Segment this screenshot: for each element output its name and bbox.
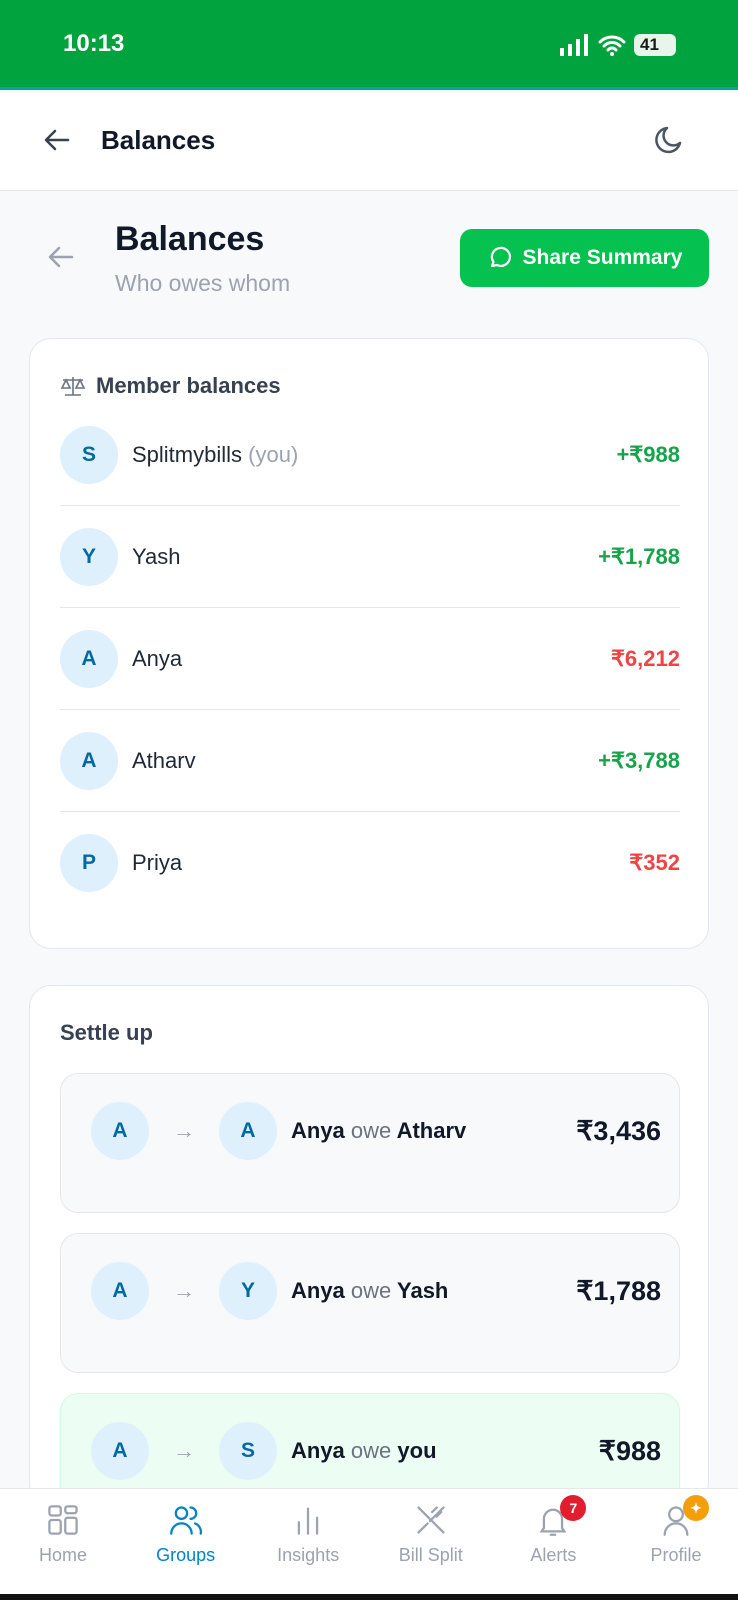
page-back-arrow-icon[interactable] xyxy=(46,242,76,272)
member-balances-heading: Member balances xyxy=(96,373,281,398)
avatar: P xyxy=(60,834,118,892)
member-balance: ₹352 xyxy=(629,850,680,875)
avatar: Y xyxy=(60,527,118,586)
member-balances-card: Member balances S Splitmybills (you) +₹9… xyxy=(29,338,709,949)
back-arrow-icon[interactable] xyxy=(42,125,72,155)
from-avatar: A xyxy=(91,1422,149,1480)
profile-icon xyxy=(663,1506,689,1536)
battery-level: 41 xyxy=(634,34,676,56)
nav-label: Insights xyxy=(277,1545,340,1565)
to-avatar: S xyxy=(219,1422,277,1480)
nav-profile[interactable]: ✦ Profile xyxy=(621,1495,731,1566)
member-balance: +₹988 xyxy=(616,441,680,467)
alerts-icon xyxy=(539,1508,567,1536)
member-name: Atharv xyxy=(132,747,196,773)
home-icon xyxy=(48,1505,78,1535)
nav-label: Profile xyxy=(650,1545,702,1565)
nav-insights[interactable]: Insights xyxy=(253,1503,363,1566)
nav-alerts[interactable]: 7 Alerts xyxy=(498,1495,608,1566)
home-indicator xyxy=(0,1594,738,1600)
member-name: Splitmybills (you) xyxy=(132,441,299,467)
settlement-item[interactable]: A → Y Anya owe Yash ₹1,788 xyxy=(60,1233,680,1373)
scale-icon xyxy=(60,377,86,396)
wifi-icon xyxy=(598,35,626,56)
arrow-right-icon: → xyxy=(173,1278,195,1303)
member-name: Yash xyxy=(132,543,181,569)
settle-up-card: Settle up A → A Anya owe Atharv ₹3,436 A … xyxy=(29,985,709,1533)
settlement-text: Anya owe you xyxy=(291,1438,437,1463)
member-name: Anya xyxy=(132,645,183,671)
to-avatar: A xyxy=(219,1102,277,1160)
arrow-right-icon: → xyxy=(173,1118,195,1143)
nav-label: Alerts xyxy=(530,1545,577,1565)
from-avatar: A xyxy=(91,1262,149,1320)
dark-mode-moon-icon[interactable] xyxy=(652,123,686,157)
nav-home[interactable]: Home xyxy=(8,1503,118,1566)
settlement-amount: ₹3,436 xyxy=(576,1115,661,1146)
member-row[interactable]: A Atharv +₹3,788 xyxy=(60,710,680,812)
share-summary-label: Share Summary xyxy=(522,246,683,269)
alerts-count-badge: 7 xyxy=(560,1495,587,1521)
settlement-amount: ₹988 xyxy=(598,1435,661,1466)
settlement-text: Anya owe Yash xyxy=(291,1278,449,1303)
settlement-amount: ₹1,788 xyxy=(576,1275,661,1306)
sparkle-badge-icon: ✦ xyxy=(683,1495,709,1521)
page-header: Balances Who owes whom Share Summary xyxy=(0,210,738,310)
bill-split-icon xyxy=(417,1506,445,1534)
to-avatar: Y xyxy=(219,1262,277,1320)
settle-up-heading: Settle up xyxy=(60,1020,153,1045)
settlement-text: Anya owe Atharv xyxy=(291,1118,467,1143)
insights-icon xyxy=(297,1507,319,1535)
member-row[interactable]: A Anya ₹6,212 xyxy=(60,608,680,710)
chat-bubble-icon xyxy=(490,246,511,268)
you-label: (you) xyxy=(248,441,299,467)
settlement-item[interactable]: A → A Anya owe Atharv ₹3,436 xyxy=(60,1073,680,1213)
avatar: A xyxy=(60,629,118,688)
from-avatar: A xyxy=(91,1102,149,1160)
signal-icon xyxy=(560,34,588,56)
member-balance: +₹3,788 xyxy=(598,747,680,773)
nav-bill-split[interactable]: Bill Split xyxy=(376,1503,486,1566)
member-row[interactable]: Y Yash +₹1,788 xyxy=(60,506,680,608)
arrow-right-icon: → xyxy=(173,1438,195,1463)
app-bar-title: Balances xyxy=(101,125,216,155)
status-time: 10:13 xyxy=(63,30,125,57)
member-balance: +₹1,788 xyxy=(598,543,680,569)
page-subtitle: Who owes whom xyxy=(115,270,291,296)
avatar: S xyxy=(60,425,118,484)
avatar: A xyxy=(60,731,118,790)
member-row[interactable]: P Priya ₹352 xyxy=(60,812,680,914)
nav-label: Home xyxy=(38,1545,87,1565)
groups-icon xyxy=(169,1506,202,1535)
member-balance: ₹6,212 xyxy=(610,645,680,671)
nav-groups[interactable]: Groups xyxy=(131,1503,241,1566)
bottom-nav: Home Groups Insights Bill Split 7 Alerts ✦ Prof… xyxy=(0,1488,738,1600)
app-bar: Balances xyxy=(0,93,738,191)
status-bar: 10:13 41 xyxy=(0,0,738,90)
page-title: Balances xyxy=(115,220,265,258)
member-row[interactable]: S Splitmybills (you) +₹988 xyxy=(60,404,680,506)
member-name: Priya xyxy=(132,850,183,875)
share-summary-button[interactable]: Share Summary xyxy=(460,229,709,287)
nav-label: Groups xyxy=(156,1545,216,1565)
nav-label: Bill Split xyxy=(398,1545,463,1565)
